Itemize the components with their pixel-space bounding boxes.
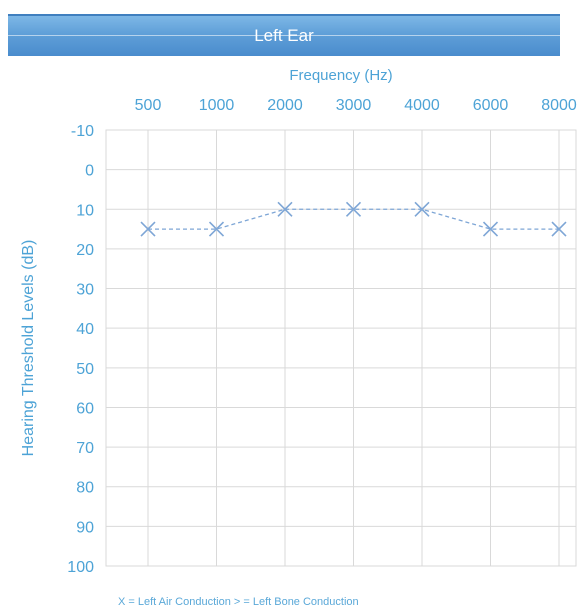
x-tick-label: 1000: [199, 97, 235, 114]
y-tick-label: 50: [76, 361, 94, 378]
y-tick-label: 10: [76, 202, 94, 219]
x-tick-label: 8000: [541, 97, 577, 114]
data-point-x-marker: [277, 201, 293, 217]
y-tick-label: 30: [76, 282, 94, 299]
y-tick-label: 100: [67, 559, 94, 576]
y-tick-label: 40: [76, 321, 94, 338]
chart-legend: X = Left Air Conduction > = Left Bone Co…: [118, 596, 359, 608]
data-point-x-marker: [551, 221, 567, 237]
data-point-x-marker: [345, 201, 362, 217]
data-point-x-marker: [140, 221, 156, 237]
y-tick-label: 90: [76, 519, 94, 536]
x-tick-label: 6000: [473, 97, 509, 114]
y-tick-label: 20: [76, 242, 94, 259]
x-tick-label: 2000: [267, 97, 303, 114]
y-tick-label: 60: [76, 400, 94, 417]
chart-title: Left Ear: [254, 26, 314, 45]
plot-frame: [105, 129, 577, 567]
x-tick-label: 3000: [336, 97, 372, 114]
y-tick-label: 80: [76, 480, 94, 497]
data-point-x-marker: [482, 221, 499, 237]
data-point-x-marker: [414, 201, 430, 217]
x-tick-label: 500: [135, 97, 162, 114]
y-tick-label: -10: [71, 123, 94, 140]
data-point-x-marker: [208, 221, 225, 237]
y-axis-title: Hearing Threshold Levels (dB): [20, 240, 37, 457]
y-tick-label: 70: [76, 440, 94, 457]
y-tick-label: 0: [85, 163, 94, 180]
x-axis-title: Frequency (Hz): [289, 67, 392, 84]
x-tick-label: 4000: [404, 97, 440, 114]
title-bar-divider: [8, 35, 560, 36]
chart-title-bar: Left Ear: [8, 14, 560, 56]
